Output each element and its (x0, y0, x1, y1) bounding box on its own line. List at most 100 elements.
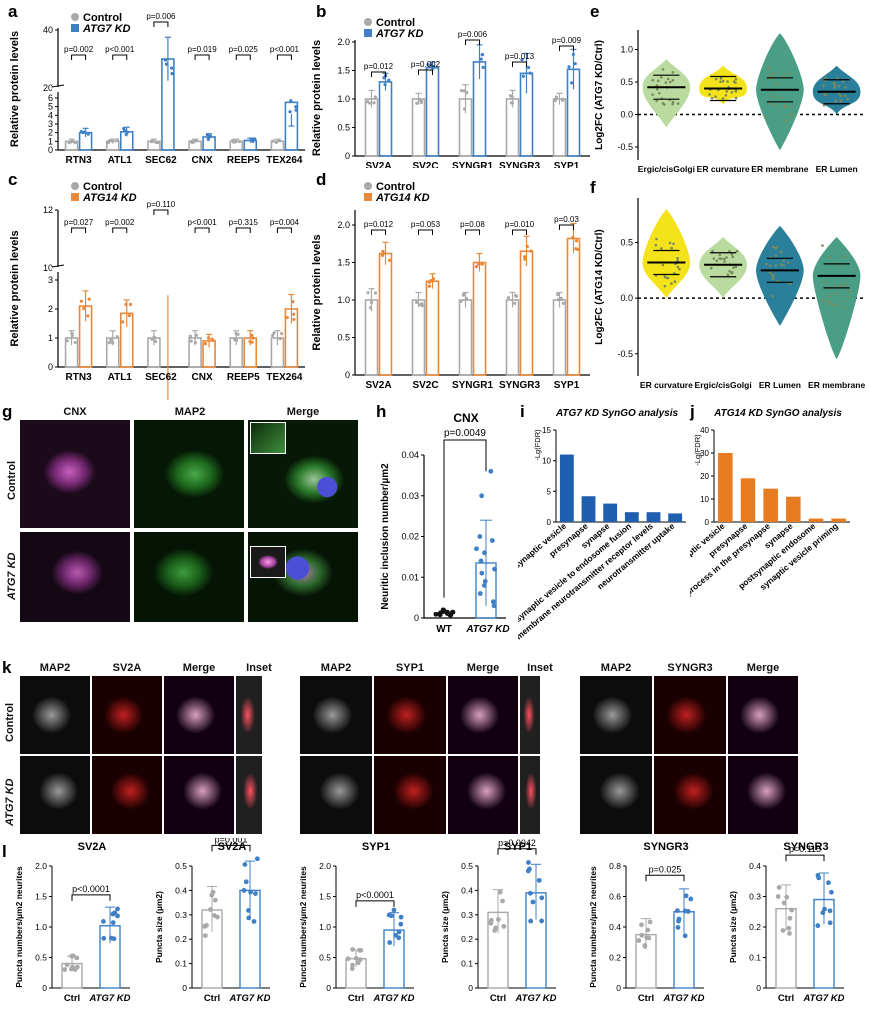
data-point (481, 65, 485, 69)
data-point (787, 915, 793, 921)
data-point (659, 75, 663, 79)
y-axis-label: -Lg(FDR) (693, 434, 702, 466)
data-point (530, 899, 536, 905)
data-point-kd (477, 534, 483, 539)
x-tick-label: REEP5 (227, 372, 260, 383)
y-tick-label: 0 (468, 983, 473, 993)
data-point (68, 966, 74, 972)
data-point (765, 262, 768, 266)
x-tick-label: RTN3 (66, 372, 93, 383)
data-point (771, 277, 775, 281)
data-point (500, 898, 505, 904)
data-point (661, 68, 665, 71)
violin (756, 33, 804, 151)
violin (642, 209, 691, 299)
data-point (414, 300, 419, 304)
legend-kd-marker (364, 193, 372, 201)
data-point-kd (489, 538, 495, 543)
data-point (765, 115, 769, 119)
data-point (250, 333, 254, 337)
k-col-title: SYP1 (395, 662, 425, 674)
data-point (683, 893, 689, 899)
y-tick-label: 1.5 (319, 892, 331, 902)
data-point (673, 280, 677, 283)
significance-bracket (112, 227, 128, 233)
data-point (87, 297, 91, 301)
p-value: p=0.006 (146, 12, 176, 21)
x-tick-label: SYNGR1 (452, 380, 494, 391)
data-point (111, 936, 117, 942)
data-point (488, 917, 494, 923)
bar (646, 512, 661, 522)
data-point (676, 259, 679, 262)
x-tick-label: ER Lumen (816, 164, 858, 174)
x-tick-label: Ctrl (64, 993, 80, 1004)
data-point (573, 62, 577, 66)
bar-kd (378, 81, 393, 157)
bar (668, 513, 683, 522)
data-point (271, 333, 275, 338)
data-point (150, 337, 154, 341)
data-point (493, 925, 499, 931)
bar-kd (284, 101, 299, 151)
data-point (574, 239, 579, 243)
data-point (651, 78, 655, 82)
data-point (784, 119, 788, 122)
data-point (668, 241, 672, 245)
data-point (366, 291, 370, 295)
data-point (708, 93, 711, 96)
data-point (658, 91, 661, 95)
data-point-kd (478, 558, 484, 564)
data-point (115, 335, 119, 339)
y-tick-label: 0.1 (749, 953, 761, 963)
data-point (432, 65, 436, 69)
data-point (782, 259, 785, 263)
significance-bracket (355, 900, 395, 907)
k-img-merge-atg7 (164, 756, 234, 834)
k-img-map2-control (300, 676, 372, 754)
data-point (675, 924, 681, 930)
data-point (431, 277, 436, 281)
x-tick-label: ATG7 KD (465, 624, 509, 635)
k-col-title: Merge (182, 662, 216, 674)
p-value: p=0.053 (411, 220, 441, 229)
significance-bracket (71, 54, 87, 60)
data-point (775, 894, 781, 899)
data-point (734, 90, 738, 93)
data-point (82, 306, 86, 310)
p-value: p=0.010 (505, 220, 535, 229)
k-col-title: MAP2 (320, 662, 352, 674)
data-point (426, 62, 430, 67)
data-point (676, 102, 680, 105)
panel-label-e: e (590, 2, 600, 21)
p-value: p=0.08 (460, 220, 485, 229)
p-value: p=0.025 (649, 864, 682, 874)
p-value: p=0.110 (147, 200, 176, 209)
data-point (734, 265, 738, 269)
y-tick-label: 0 (182, 983, 187, 993)
y-tick-label: 0.8 (609, 861, 621, 871)
significance-bracket (645, 874, 685, 882)
data-point (205, 133, 210, 137)
data-point (780, 250, 783, 254)
k-img-sv2a-atg7 (92, 756, 162, 834)
y-tick-label: 0.5 (461, 861, 473, 871)
g-img-cnx-control (20, 420, 130, 528)
data-point (398, 914, 404, 920)
data-point (206, 336, 211, 340)
data-point (67, 141, 71, 145)
y-axis-label: Puncta size (µm2) (728, 891, 738, 963)
x-tick-label: Ctrl (638, 993, 654, 1004)
p-value: p=0.027 (64, 218, 94, 227)
k-col-title: Merge (746, 662, 780, 674)
data-point (461, 293, 465, 297)
data-point (373, 95, 377, 99)
data-point (292, 317, 296, 321)
y-axis-label: Relative protein levels (9, 230, 21, 346)
data-point (420, 302, 424, 306)
data-point (125, 130, 129, 134)
k-row-atg7: ATG7 KD (4, 778, 16, 826)
data-point (714, 77, 718, 81)
data-point (70, 331, 74, 336)
y-tick-label: 0.4 (175, 885, 187, 895)
